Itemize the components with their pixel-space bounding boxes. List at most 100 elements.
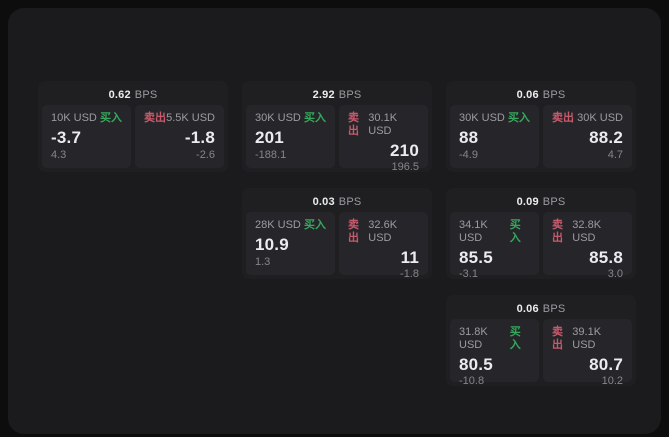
sell-amount: 39.1K USD xyxy=(572,326,602,351)
app-window: 0.62 BPS 10K USD 买入 -3.7 4.3 卖出 5.5K USD xyxy=(8,8,661,434)
bps-value: 0.62 xyxy=(108,89,131,101)
sell-side-label: 卖出 xyxy=(552,219,563,244)
sell-panel[interactable]: 卖出 32.8K USD 85.8 3.0 xyxy=(543,212,632,280)
sell-panel[interactable]: 卖出 30K USD 88.2 4.7 xyxy=(543,105,632,168)
sell-delta: 3.0 xyxy=(607,268,623,280)
sell-amount: 5.5K USD xyxy=(166,112,215,124)
buy-panel[interactable]: 10K USD 买入 -3.7 4.3 xyxy=(42,105,131,168)
quote-card: 0.09 BPS 34.1K USD 买入 85.5 -3.1 卖出 32.8K… xyxy=(446,188,636,280)
sell-panel-header: 卖出 5.5K USD xyxy=(144,112,215,125)
bps-value: 0.03 xyxy=(312,196,335,208)
sell-delta: 10.2 xyxy=(601,375,623,387)
buy-delta: -188.1 xyxy=(255,149,287,161)
buy-sell-panels: 30K USD 买入 88 -4.9 卖出 30K USD 88.2 4.7 xyxy=(450,105,632,168)
sell-panel-header: 卖出 32.6K USD xyxy=(348,219,419,245)
card-header: 0.62 BPS xyxy=(42,85,224,105)
sell-amount: 32.6K USD xyxy=(368,219,398,244)
sell-delta: 4.7 xyxy=(607,149,623,161)
buy-sell-panels: 10K USD 买入 -3.7 4.3 卖出 5.5K USD -1.8 -2.… xyxy=(42,105,224,168)
buy-panel-header: 34.1K USD 买入 xyxy=(459,219,530,245)
quote-card: 0.03 BPS 28K USD 买入 10.9 1.3 卖出 32.6K US… xyxy=(242,188,432,280)
buy-amount: 10K USD xyxy=(51,112,97,124)
sell-panel-header: 卖出 32.8K USD xyxy=(552,219,623,245)
sell-panel[interactable]: 卖出 30.1K USD 210 196.5 xyxy=(339,105,428,173)
buy-price: -3.7 xyxy=(51,128,82,147)
sell-amount: 32.8K USD xyxy=(572,219,602,244)
bps-unit-label: BPS xyxy=(542,89,566,101)
sell-price: 210 xyxy=(390,141,419,160)
sell-price: -1.8 xyxy=(184,128,215,147)
buy-sell-panels: 30K USD 买入 201 -188.1 卖出 30.1K USD 210 1… xyxy=(246,105,428,173)
buy-panel-header: 31.8K USD 买入 xyxy=(459,326,530,352)
buy-sell-panels: 34.1K USD 买入 85.5 -3.1 卖出 32.8K USD 85.8… xyxy=(450,212,632,280)
buy-price: 88 xyxy=(459,128,479,147)
buy-panel-header: 30K USD 买入 xyxy=(255,112,326,125)
sell-panel-header: 卖出 39.1K USD xyxy=(552,326,623,352)
sell-panel[interactable]: 卖出 32.6K USD 11 -1.8 xyxy=(339,212,428,280)
buy-price: 10.9 xyxy=(255,235,289,254)
buy-panel[interactable]: 30K USD 买入 201 -188.1 xyxy=(246,105,335,168)
sell-panel-header: 卖出 30.1K USD xyxy=(348,112,419,138)
buy-delta: 1.3 xyxy=(255,256,271,268)
buy-amount: 28K USD xyxy=(255,219,301,231)
card-header: 0.03 BPS xyxy=(246,192,428,212)
quote-grid: 0.62 BPS 10K USD 买入 -3.7 4.3 卖出 5.5K USD xyxy=(38,81,636,387)
buy-side-label: 买入 xyxy=(100,112,122,124)
buy-panel-header: 30K USD 买入 xyxy=(459,112,530,125)
buy-side-label: 买入 xyxy=(509,219,521,244)
buy-side-label: 买入 xyxy=(509,326,521,351)
sell-side-label: 卖出 xyxy=(552,326,563,351)
buy-delta: -10.8 xyxy=(459,375,485,387)
sell-panel[interactable]: 卖出 5.5K USD -1.8 -2.6 xyxy=(135,105,224,168)
bps-unit-label: BPS xyxy=(542,196,566,208)
buy-panel[interactable]: 30K USD 买入 88 -4.9 xyxy=(450,105,539,168)
quote-card: 0.06 BPS 31.8K USD 买入 80.5 -10.8 卖出 39.1… xyxy=(446,295,636,387)
buy-price: 80.5 xyxy=(459,355,493,374)
buy-price: 201 xyxy=(255,128,284,147)
buy-side-label: 买入 xyxy=(508,112,530,124)
buy-side-label: 买入 xyxy=(304,112,326,124)
sell-price: 88.2 xyxy=(589,128,623,147)
buy-panel[interactable]: 28K USD 买入 10.9 1.3 xyxy=(246,212,335,275)
bps-unit-label: BPS xyxy=(338,89,362,101)
bps-value: 0.06 xyxy=(516,89,539,101)
sell-panel[interactable]: 卖出 39.1K USD 80.7 10.2 xyxy=(543,319,632,387)
bps-unit-label: BPS xyxy=(134,89,158,101)
sell-delta: -1.8 xyxy=(400,268,419,280)
buy-amount: 30K USD xyxy=(255,112,301,124)
quote-card: 0.62 BPS 10K USD 买入 -3.7 4.3 卖出 5.5K USD xyxy=(38,81,228,172)
buy-amount: 34.1K USD xyxy=(459,219,488,244)
bps-value: 2.92 xyxy=(312,89,335,101)
sell-price: 85.8 xyxy=(589,248,623,267)
sell-side-label: 卖出 xyxy=(348,219,359,244)
buy-panel-header: 28K USD 买入 xyxy=(255,219,326,232)
quote-card: 0.06 BPS 30K USD 买入 88 -4.9 卖出 30K USD xyxy=(446,81,636,172)
buy-price: 85.5 xyxy=(459,248,493,267)
bps-value: 0.06 xyxy=(516,303,539,315)
sell-price: 11 xyxy=(400,248,419,267)
card-header: 0.06 BPS xyxy=(450,85,632,105)
sell-delta: -2.6 xyxy=(196,149,215,161)
card-header: 0.06 BPS xyxy=(450,299,632,319)
sell-delta: 196.5 xyxy=(391,161,419,173)
quote-card: 2.92 BPS 30K USD 买入 201 -188.1 卖出 30.1K … xyxy=(242,81,432,173)
card-header: 2.92 BPS xyxy=(246,85,428,105)
buy-panel[interactable]: 34.1K USD 买入 85.5 -3.1 xyxy=(450,212,539,280)
buy-sell-panels: 28K USD 买入 10.9 1.3 卖出 32.6K USD 11 -1.8 xyxy=(246,212,428,280)
buy-side-label: 买入 xyxy=(304,219,326,231)
buy-panel-header: 10K USD 买入 xyxy=(51,112,122,125)
sell-side-label: 卖出 xyxy=(348,112,359,137)
buy-sell-panels: 31.8K USD 买入 80.5 -10.8 卖出 39.1K USD 80.… xyxy=(450,319,632,387)
buy-delta: -3.1 xyxy=(459,268,478,280)
buy-amount: 30K USD xyxy=(459,112,505,124)
bps-unit-label: BPS xyxy=(542,303,566,315)
sell-amount: 30.1K USD xyxy=(368,112,398,137)
sell-amount: 30K USD xyxy=(577,112,623,124)
buy-panel[interactable]: 31.8K USD 买入 80.5 -10.8 xyxy=(450,319,539,387)
sell-side-label: 卖出 xyxy=(552,112,574,124)
buy-amount: 31.8K USD xyxy=(459,326,488,351)
buy-delta: 4.3 xyxy=(51,149,67,161)
card-header: 0.09 BPS xyxy=(450,192,632,212)
buy-delta: -4.9 xyxy=(459,149,478,161)
bps-value: 0.09 xyxy=(516,196,539,208)
